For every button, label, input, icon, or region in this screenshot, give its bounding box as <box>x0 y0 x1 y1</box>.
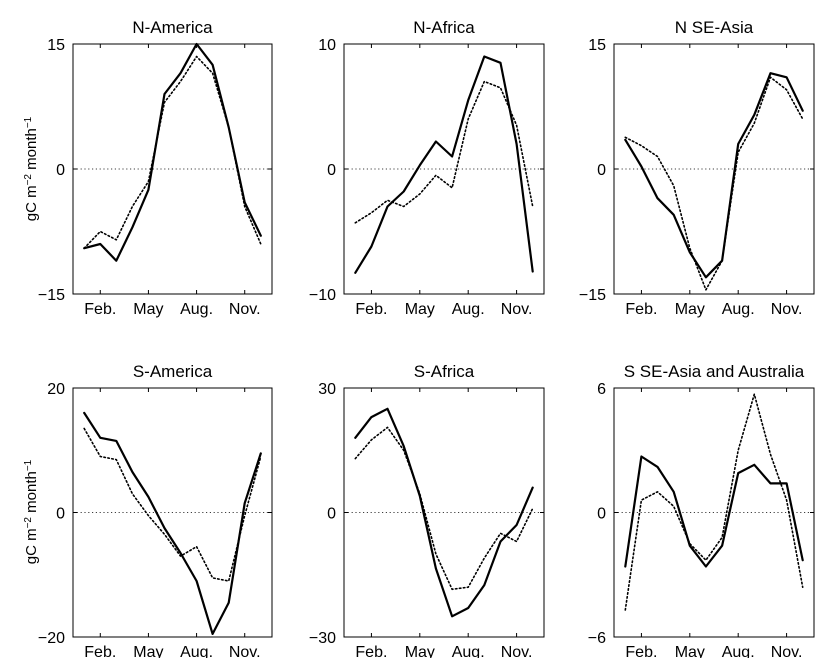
panel-5: Feb. May Aug. Nov. −30 0 30 S-Africa <box>309 362 545 658</box>
y-tick-label: −20 <box>38 630 65 647</box>
panel-title: S-Africa <box>414 362 475 381</box>
panel-title: S-America <box>133 362 213 381</box>
y-tick-label: −10 <box>309 287 336 304</box>
panel-title: N-America <box>132 18 213 37</box>
x-tick-label: May <box>405 301 435 318</box>
y-tick-label: 0 <box>327 162 336 179</box>
panel-3: Feb. May Aug. Nov. −15 0 15 N SE-Asia <box>579 18 815 318</box>
series-line-dotted <box>624 76 804 291</box>
y-tick-label: 0 <box>56 162 65 179</box>
series-line-dotted <box>624 393 804 611</box>
x-tick-label: May <box>405 644 435 658</box>
x-tick-label: Aug. <box>722 301 755 318</box>
panel-title: N-Africa <box>413 18 475 37</box>
x-tick-label: Feb. <box>625 644 657 658</box>
y-tick-label: 0 <box>56 506 65 523</box>
y-tick-label: 30 <box>318 381 336 398</box>
y-tick-label: −15 <box>579 287 606 304</box>
panel-title: S SE-Asia and Australia <box>624 362 805 381</box>
x-tick-label: Nov. <box>501 301 533 318</box>
y-tick-label: 15 <box>47 37 65 54</box>
x-tick-label: Nov. <box>771 301 803 318</box>
series-line-solid <box>624 455 804 568</box>
x-tick-label: Nov. <box>229 644 261 658</box>
series-line-solid <box>354 407 534 618</box>
series-line-solid <box>354 55 534 274</box>
series-line-solid <box>624 72 804 279</box>
y-tick-label: 0 <box>327 506 336 523</box>
series-line-solid <box>83 411 262 636</box>
y-tick-label: 15 <box>588 37 606 54</box>
x-tick-label: Aug. <box>452 644 485 658</box>
x-tick-label: Feb. <box>625 301 657 318</box>
x-tick-label: Nov. <box>229 301 261 318</box>
y-tick-label: 0 <box>597 162 606 179</box>
y-tick-label: 6 <box>597 381 606 398</box>
panel-1: Feb. May Aug. Nov. −15 0 15 N-America <box>38 18 273 318</box>
x-tick-label: May <box>675 644 705 658</box>
x-tick-label: Feb. <box>355 644 387 658</box>
panel-4: Feb. May Aug. Nov. −20 0 20 S-America <box>38 362 273 658</box>
x-tick-label: Feb. <box>84 644 116 658</box>
y-tick-label: −15 <box>38 287 65 304</box>
x-tick-label: May <box>133 644 163 658</box>
x-tick-label: Nov. <box>771 644 803 658</box>
x-tick-label: Feb. <box>84 301 116 318</box>
series-line-dotted <box>354 426 534 591</box>
series-line-dotted <box>83 55 262 249</box>
y-tick-label: −30 <box>309 630 336 647</box>
y-tick-label: 10 <box>318 37 336 54</box>
x-tick-label: Aug. <box>722 644 755 658</box>
x-tick-label: Feb. <box>355 301 387 318</box>
series-line-dotted <box>354 80 534 224</box>
x-tick-label: May <box>675 301 705 318</box>
panel-6: Feb. May Aug. Nov. −6 0 6 S SE-Asia and Austral… <box>588 362 815 658</box>
panel-title: N SE-Asia <box>675 18 754 37</box>
x-tick-label: Nov. <box>501 644 533 658</box>
y-axis-label-top: gC m−2 month−1 <box>23 116 41 221</box>
y-tick-label: 20 <box>47 381 65 398</box>
y-tick-label: 0 <box>597 506 606 523</box>
x-tick-label: Aug. <box>180 644 213 658</box>
series-line-dotted <box>83 427 262 582</box>
x-tick-label: Aug. <box>452 301 485 318</box>
panel-2: Feb. May Aug. Nov. −10 0 10 N-Africa <box>309 18 545 318</box>
x-tick-label: May <box>133 301 163 318</box>
y-tick-label: −6 <box>588 630 606 647</box>
y-axis-label-bottom: gC m−2 month−1 <box>23 459 41 564</box>
x-tick-label: Aug. <box>180 301 213 318</box>
